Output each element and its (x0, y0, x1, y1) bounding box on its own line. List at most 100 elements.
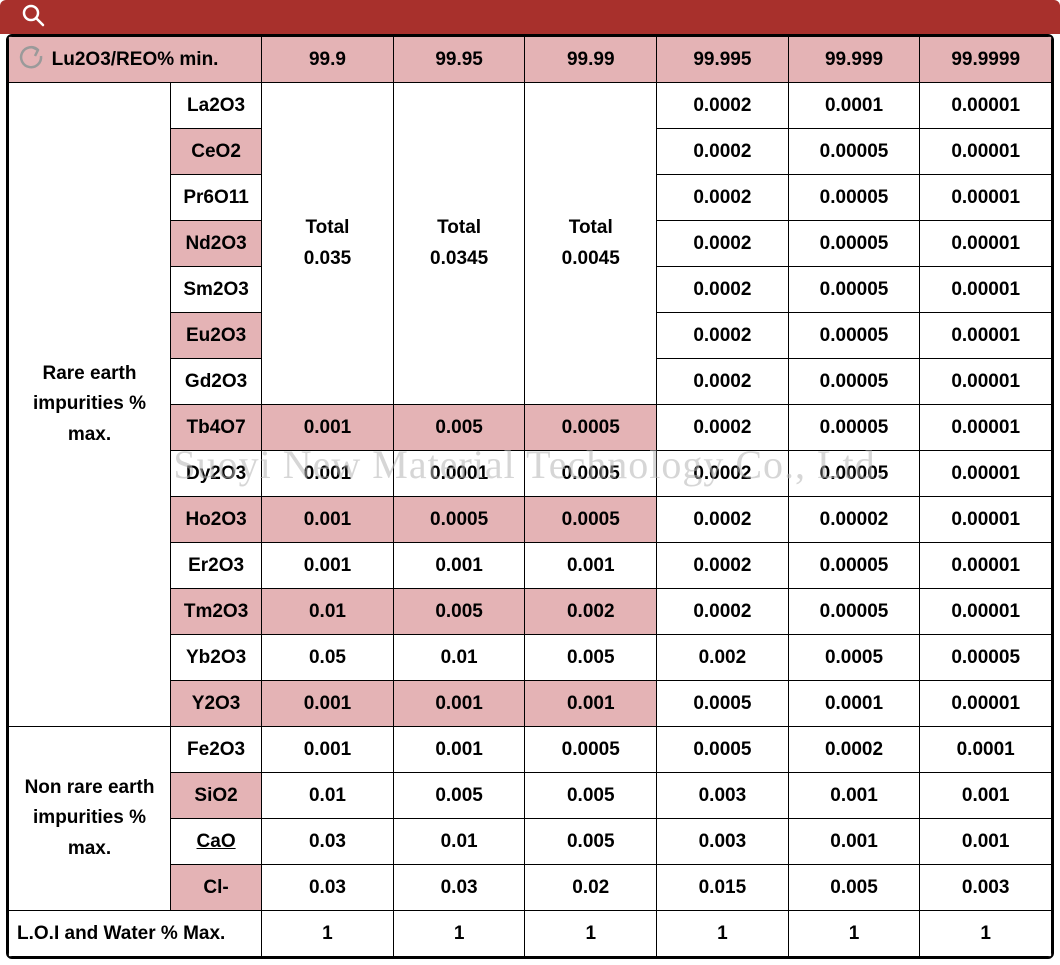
compound-Tm2O3: Tm2O3 (171, 589, 262, 635)
loi-val-0: 1 (262, 911, 394, 957)
val-Yb2O3-p1: 0.0005 (788, 635, 920, 681)
val-SiO2-c1: 0.005 (393, 773, 525, 819)
header-purity-2: 99.99 (525, 37, 657, 83)
val-Tm2O3-p0: 0.0002 (657, 589, 789, 635)
val-La2O3-p2: 0.00001 (920, 83, 1052, 129)
loi-val-2: 1 (525, 911, 657, 957)
compound-Eu2O3: Eu2O3 (171, 313, 262, 359)
val-Gd2O3-p1: 0.00005 (788, 359, 920, 405)
val-CeO2-p2: 0.00001 (920, 129, 1052, 175)
val-Y2O3-p0: 0.0005 (657, 681, 789, 727)
compound-Sm2O3: Sm2O3 (171, 267, 262, 313)
val-Tm2O3-p1: 0.00005 (788, 589, 920, 635)
loi-label: L.O.I and Water % Max. (9, 911, 262, 957)
val-CaO-c3: 0.003 (657, 819, 789, 865)
val-Dy2O3-p2: 0.00001 (920, 451, 1052, 497)
compound-Tb4O7: Tb4O7 (171, 405, 262, 451)
compound-Ho2O3: Ho2O3 (171, 497, 262, 543)
val-Pr6O11-p1: 0.00005 (788, 175, 920, 221)
val-SiO2-c5: 0.001 (920, 773, 1052, 819)
val-Nd2O3-p0: 0.0002 (657, 221, 789, 267)
compound-SiO2: SiO2 (171, 773, 262, 819)
val-Yb2O3-c0: 0.05 (262, 635, 394, 681)
val-Tb4O7-c0: 0.001 (262, 405, 394, 451)
header-purity-0: 99.9 (262, 37, 394, 83)
loi-val-5: 1 (920, 911, 1052, 957)
val-Cl--c2: 0.02 (525, 865, 657, 911)
val-Er2O3-p1: 0.00005 (788, 543, 920, 589)
loi-val-1: 1 (393, 911, 525, 957)
compound-Dy2O3: Dy2O3 (171, 451, 262, 497)
val-CaO-c5: 0.001 (920, 819, 1052, 865)
val-Eu2O3-p0: 0.0002 (657, 313, 789, 359)
val-CaO-c0: 0.03 (262, 819, 394, 865)
compound-Gd2O3: Gd2O3 (171, 359, 262, 405)
spec-table: Lu2O3/REO% min.99.999.9599.9999.99599.99… (8, 36, 1052, 957)
val-CeO2-p0: 0.0002 (657, 129, 789, 175)
val-Er2O3-c0: 0.001 (262, 543, 394, 589)
val-Y2O3-p1: 0.0001 (788, 681, 920, 727)
val-La2O3-p0: 0.0002 (657, 83, 789, 129)
val-Er2O3-p0: 0.0002 (657, 543, 789, 589)
val-Sm2O3-p2: 0.00001 (920, 267, 1052, 313)
val-Pr6O11-p2: 0.00001 (920, 175, 1052, 221)
val-CaO-c2: 0.005 (525, 819, 657, 865)
val-Tm2O3-c0: 0.01 (262, 589, 394, 635)
total-block-2: Total0.0045 (525, 83, 657, 405)
back-icon[interactable] (18, 44, 46, 72)
compound-Y2O3: Y2O3 (171, 681, 262, 727)
val-Y2O3-c2: 0.001 (525, 681, 657, 727)
val-Dy2O3-p0: 0.0002 (657, 451, 789, 497)
val-Gd2O3-p2: 0.00001 (920, 359, 1052, 405)
compound-Fe2O3: Fe2O3 (171, 727, 262, 773)
header-purity-3: 99.995 (657, 37, 789, 83)
compound-CaO: CaO (171, 819, 262, 865)
val-Tm2O3-p2: 0.00001 (920, 589, 1052, 635)
val-Cl--c3: 0.015 (657, 865, 789, 911)
val-Er2O3-p2: 0.00001 (920, 543, 1052, 589)
rare-earth-group-label: Rare earthimpurities %max. (9, 83, 171, 727)
val-Tm2O3-c2: 0.002 (525, 589, 657, 635)
val-Fe2O3-c3: 0.0005 (657, 727, 789, 773)
val-Fe2O3-c2: 0.0005 (525, 727, 657, 773)
compound-Yb2O3: Yb2O3 (171, 635, 262, 681)
val-Nd2O3-p1: 0.00005 (788, 221, 920, 267)
val-Pr6O11-p0: 0.0002 (657, 175, 789, 221)
compound-Er2O3: Er2O3 (171, 543, 262, 589)
val-Ho2O3-c1: 0.0005 (393, 497, 525, 543)
loi-val-4: 1 (788, 911, 920, 957)
val-SiO2-c3: 0.003 (657, 773, 789, 819)
val-Ho2O3-p0: 0.0002 (657, 497, 789, 543)
loi-val-3: 1 (657, 911, 789, 957)
val-Fe2O3-c5: 0.0001 (920, 727, 1052, 773)
val-Sm2O3-p1: 0.00005 (788, 267, 920, 313)
val-Y2O3-c0: 0.001 (262, 681, 394, 727)
search-icon[interactable] (20, 2, 46, 28)
val-Tb4O7-p2: 0.00001 (920, 405, 1052, 451)
val-Sm2O3-p0: 0.0002 (657, 267, 789, 313)
val-Y2O3-p2: 0.00001 (920, 681, 1052, 727)
val-Cl--c0: 0.03 (262, 865, 394, 911)
compound-Pr6O11: Pr6O11 (171, 175, 262, 221)
val-Fe2O3-c1: 0.001 (393, 727, 525, 773)
val-Gd2O3-p0: 0.0002 (657, 359, 789, 405)
val-Dy2O3-c1: 0.0001 (393, 451, 525, 497)
val-CaO-c4: 0.001 (788, 819, 920, 865)
spec-table-container: Suoyi New Material Technology Co., Ltd. … (6, 34, 1054, 959)
val-Yb2O3-c2: 0.005 (525, 635, 657, 681)
val-Tb4O7-c1: 0.005 (393, 405, 525, 451)
header-purity-4: 99.999 (788, 37, 920, 83)
val-Cl--c1: 0.03 (393, 865, 525, 911)
val-Yb2O3-p2: 0.00005 (920, 635, 1052, 681)
val-Tb4O7-p0: 0.0002 (657, 405, 789, 451)
val-Yb2O3-c1: 0.01 (393, 635, 525, 681)
val-Ho2O3-c2: 0.0005 (525, 497, 657, 543)
compound-Nd2O3: Nd2O3 (171, 221, 262, 267)
val-CeO2-p1: 0.00005 (788, 129, 920, 175)
val-Eu2O3-p2: 0.00001 (920, 313, 1052, 359)
compound-La2O3: La2O3 (171, 83, 262, 129)
val-Cl--c5: 0.003 (920, 865, 1052, 911)
compound-Cl-: Cl- (171, 865, 262, 911)
val-La2O3-p1: 0.0001 (788, 83, 920, 129)
val-Dy2O3-c2: 0.0005 (525, 451, 657, 497)
